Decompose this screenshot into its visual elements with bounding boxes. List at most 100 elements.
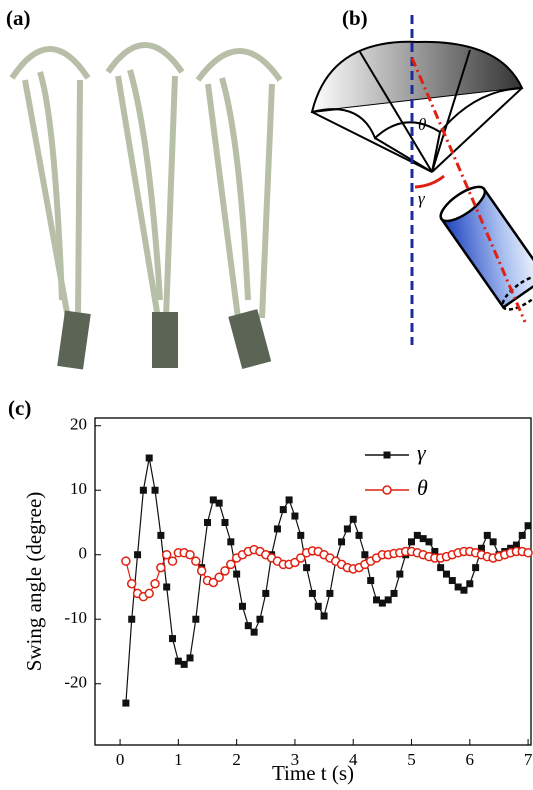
marker xyxy=(460,586,468,594)
angle-label: θ xyxy=(418,115,426,134)
marker xyxy=(343,525,351,533)
legend: γθ xyxy=(365,440,428,500)
chart: 0 1 2 3 4 5 6 7 20 10 0 -10 -20 Time t (s) Swing angle… xyxy=(22,415,533,785)
marker xyxy=(408,538,416,546)
marker xyxy=(523,548,533,558)
marker xyxy=(169,635,177,643)
marker xyxy=(425,538,433,546)
marker xyxy=(448,577,456,585)
marker xyxy=(442,570,450,578)
marker xyxy=(338,538,346,546)
x-tick-label: 5 xyxy=(407,750,416,769)
marker xyxy=(151,486,159,494)
marker xyxy=(384,596,392,604)
marker xyxy=(157,531,165,539)
marker xyxy=(256,615,264,623)
legend-label: θ xyxy=(417,475,428,500)
y-tick-label: 10 xyxy=(70,479,87,498)
marker xyxy=(326,589,334,597)
marker xyxy=(373,596,381,604)
marker xyxy=(185,549,195,560)
x-tick-label: 4 xyxy=(349,750,358,769)
marker xyxy=(128,615,136,623)
marker xyxy=(208,577,219,588)
marker xyxy=(383,451,391,459)
marker xyxy=(466,580,474,588)
x-tick-label: 2 xyxy=(232,750,241,769)
marker xyxy=(419,535,427,543)
marker xyxy=(244,622,252,630)
marker xyxy=(396,570,404,578)
marker xyxy=(186,654,194,662)
plot-frame xyxy=(94,417,532,746)
angle-label: γ xyxy=(418,189,426,208)
x-axis-label: Time t (s) xyxy=(272,761,354,785)
x-tick-label: 7 xyxy=(524,750,533,769)
marker xyxy=(378,599,386,607)
marker xyxy=(145,454,153,462)
marker xyxy=(489,538,497,546)
marker xyxy=(174,657,182,665)
marker xyxy=(203,518,211,526)
marker xyxy=(413,531,421,539)
marker xyxy=(226,559,236,570)
panel-label: (c) xyxy=(8,396,31,420)
marker xyxy=(454,583,462,591)
y-tick-label: 0 xyxy=(79,544,88,563)
marker xyxy=(161,549,172,560)
marker xyxy=(167,556,178,566)
x-tick-label: 3 xyxy=(291,750,300,769)
y-tick-label: -10 xyxy=(64,608,87,627)
y-axis-label: Swing angle (degree) xyxy=(22,492,46,672)
diagram-b xyxy=(310,15,533,345)
marker xyxy=(122,699,130,707)
marker xyxy=(431,548,439,556)
marker xyxy=(477,544,485,552)
marker xyxy=(238,602,246,610)
marker xyxy=(250,628,258,636)
marker xyxy=(472,564,480,572)
marker xyxy=(191,556,201,566)
marker xyxy=(196,566,207,576)
marker xyxy=(483,531,491,539)
marker xyxy=(437,564,445,572)
x-tick-label: 6 xyxy=(466,750,475,769)
marker xyxy=(296,553,306,563)
marker xyxy=(262,589,270,597)
marker xyxy=(355,531,363,539)
marker xyxy=(367,577,375,585)
marker xyxy=(220,566,230,576)
marker xyxy=(349,515,357,523)
marker xyxy=(192,615,200,623)
marker xyxy=(180,660,188,668)
marker xyxy=(215,499,223,507)
marker xyxy=(121,556,131,566)
marker xyxy=(221,518,229,526)
marker xyxy=(382,485,392,495)
panel-label: (b) xyxy=(342,6,368,30)
x-tick-label: 1 xyxy=(174,750,183,769)
marker xyxy=(303,564,311,572)
marker xyxy=(156,562,166,573)
marker xyxy=(233,570,241,578)
marker xyxy=(227,538,235,546)
marker xyxy=(214,572,224,583)
marker xyxy=(144,588,154,599)
marker xyxy=(273,525,281,533)
marker xyxy=(139,486,147,494)
marker xyxy=(314,602,322,610)
marker xyxy=(524,522,532,530)
legend-label: γ xyxy=(417,440,427,465)
marker xyxy=(285,496,293,504)
y-tick-label: 20 xyxy=(70,415,87,434)
marker xyxy=(134,551,142,559)
marker xyxy=(279,506,287,514)
x-tick-label: 0 xyxy=(116,750,125,769)
marker xyxy=(297,531,305,539)
marker xyxy=(126,579,137,589)
photo-a xyxy=(0,30,290,370)
marker xyxy=(320,612,328,620)
marker xyxy=(150,579,160,589)
marker xyxy=(518,531,526,539)
